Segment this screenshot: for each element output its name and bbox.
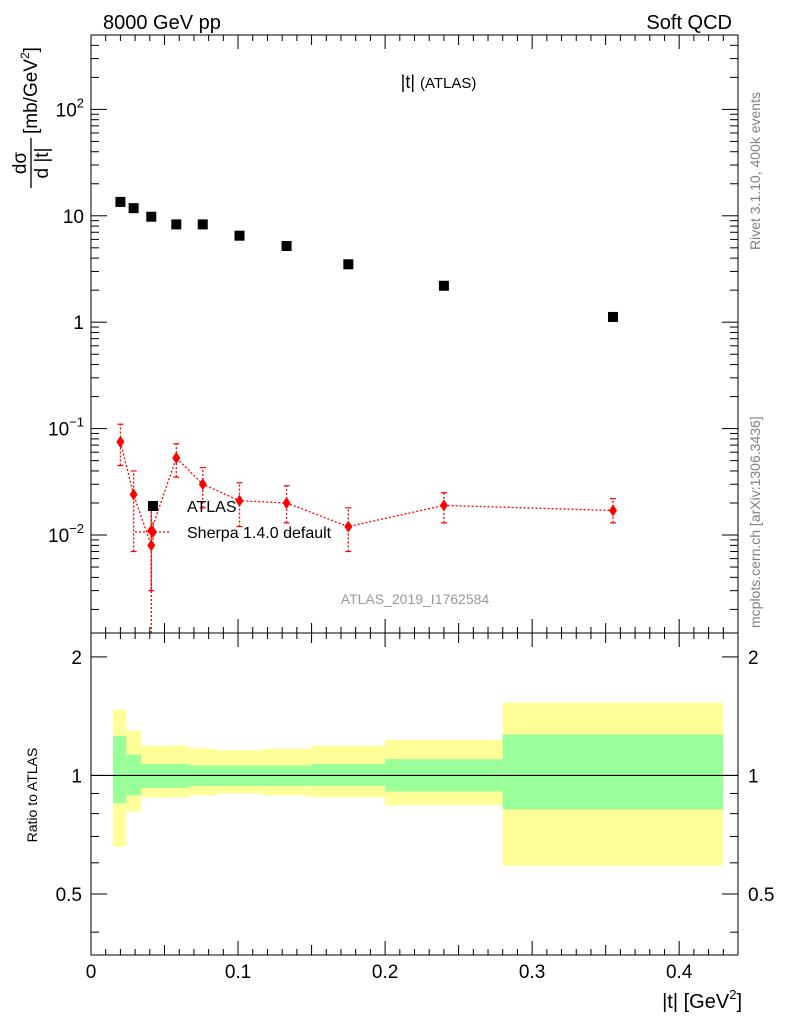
atlas-data-point [197,219,208,230]
x-tick-label: 0.3 [519,962,545,983]
ylabel-unit: [mb/GeV2] [18,47,42,134]
x-tick-label: 0 [86,962,97,983]
ratio-y-tick-label-left: 0.5 [56,885,82,906]
main-frame [90,34,739,634]
atlas-data-point [146,211,157,222]
main-y-axis-label: dσ d |t| [mb/GeV2] [10,47,53,188]
mc-series [116,423,618,633]
ratio-panel: 0.5 0.5 1 1 2 2 0 0.1 0.2 0.3 0.4 Ratio to ATLAS |… [24,632,775,1013]
mcplots-credit-label: mcplots.cern.ch [arXiv:1306.3436] [747,416,763,628]
ratio-axis-ticks [90,633,739,955]
plot-title-sub: (ATLAS) [420,75,476,92]
main-y-tick-label: 1 [73,313,84,334]
atlas-data-point [608,311,619,322]
main-axis-ticks [90,34,739,633]
ratio-y-tick-label-left: 2 [71,648,82,669]
atlas-data-point [438,280,449,291]
atlas-data-point [128,203,139,214]
x-tick-label: 0.2 [372,962,398,983]
legend-sherpa-label: Sherpa 1.4.0 default [187,525,332,542]
main-y-tick-label: 10−2 [48,521,84,547]
atlas-data-point [343,259,354,270]
mc-point [344,507,353,553]
x-axis-label: |t| [GeV2] [662,987,742,1013]
mc-point [116,423,125,467]
legend-atlas-label: ATLAS [187,499,237,516]
ylabel-denominator: d |t| [32,148,53,179]
legend-sherpa-marker [135,522,170,542]
main-y-tick-label: 10 [63,207,84,228]
ratio-y-tick-label-right: 0.5 [748,885,774,906]
mc-point [172,443,181,478]
ratio-inner-band [502,734,724,810]
main-panel: 102 10 1 10−1 10−2 |t| (ATLAS) ATLAS_2019_I1… [10,34,739,634]
analysis-watermark: ATLAS_2019_I1762584 [341,591,490,607]
ratio-y-axis-label: Ratio to ATLAS [24,748,40,843]
x-tick-label: 0.1 [225,962,251,983]
legend: ATLAS Sherpa 1.4.0 default [135,499,332,542]
ratio-inner-band [113,735,127,804]
main-y-tick-label: 102 [56,95,84,121]
mc-point [282,485,291,524]
atlas-data-point [115,196,126,207]
mc-point [198,467,207,509]
header-energy-label: 8000 GeV pp [103,12,221,34]
ratio-y-tick-label-right: 1 [748,766,759,787]
mc-point [129,470,138,553]
main-y-tick-label: 10−1 [48,415,84,441]
main-tick-labels: 102 10 1 10−1 10−2 [48,95,84,547]
mc-point [235,482,244,528]
mc-point [609,497,618,524]
plot-title-main: |t| [401,72,415,92]
rivet-version-label: Rivet 3.1.10, 400k events [747,92,763,250]
header-process-label: Soft QCD [646,12,732,34]
atlas-data-point [281,241,292,252]
x-tick-label: 0.4 [666,962,693,983]
mc-point [439,492,448,524]
ratio-y-tick-label-left: 1 [71,766,82,787]
legend-atlas-marker [148,501,158,511]
atlas-data-point [234,230,245,241]
ratio-tick-labels: 0.5 0.5 1 1 2 2 0 0.1 0.2 0.3 0.4 [56,648,775,983]
ylabel-numerator: dσ [10,152,31,175]
ratio-uncertainty-bands [113,702,724,866]
ratio-y-tick-label-right: 2 [748,648,759,669]
atlas-data-point [171,219,182,230]
data-series [115,196,619,322]
